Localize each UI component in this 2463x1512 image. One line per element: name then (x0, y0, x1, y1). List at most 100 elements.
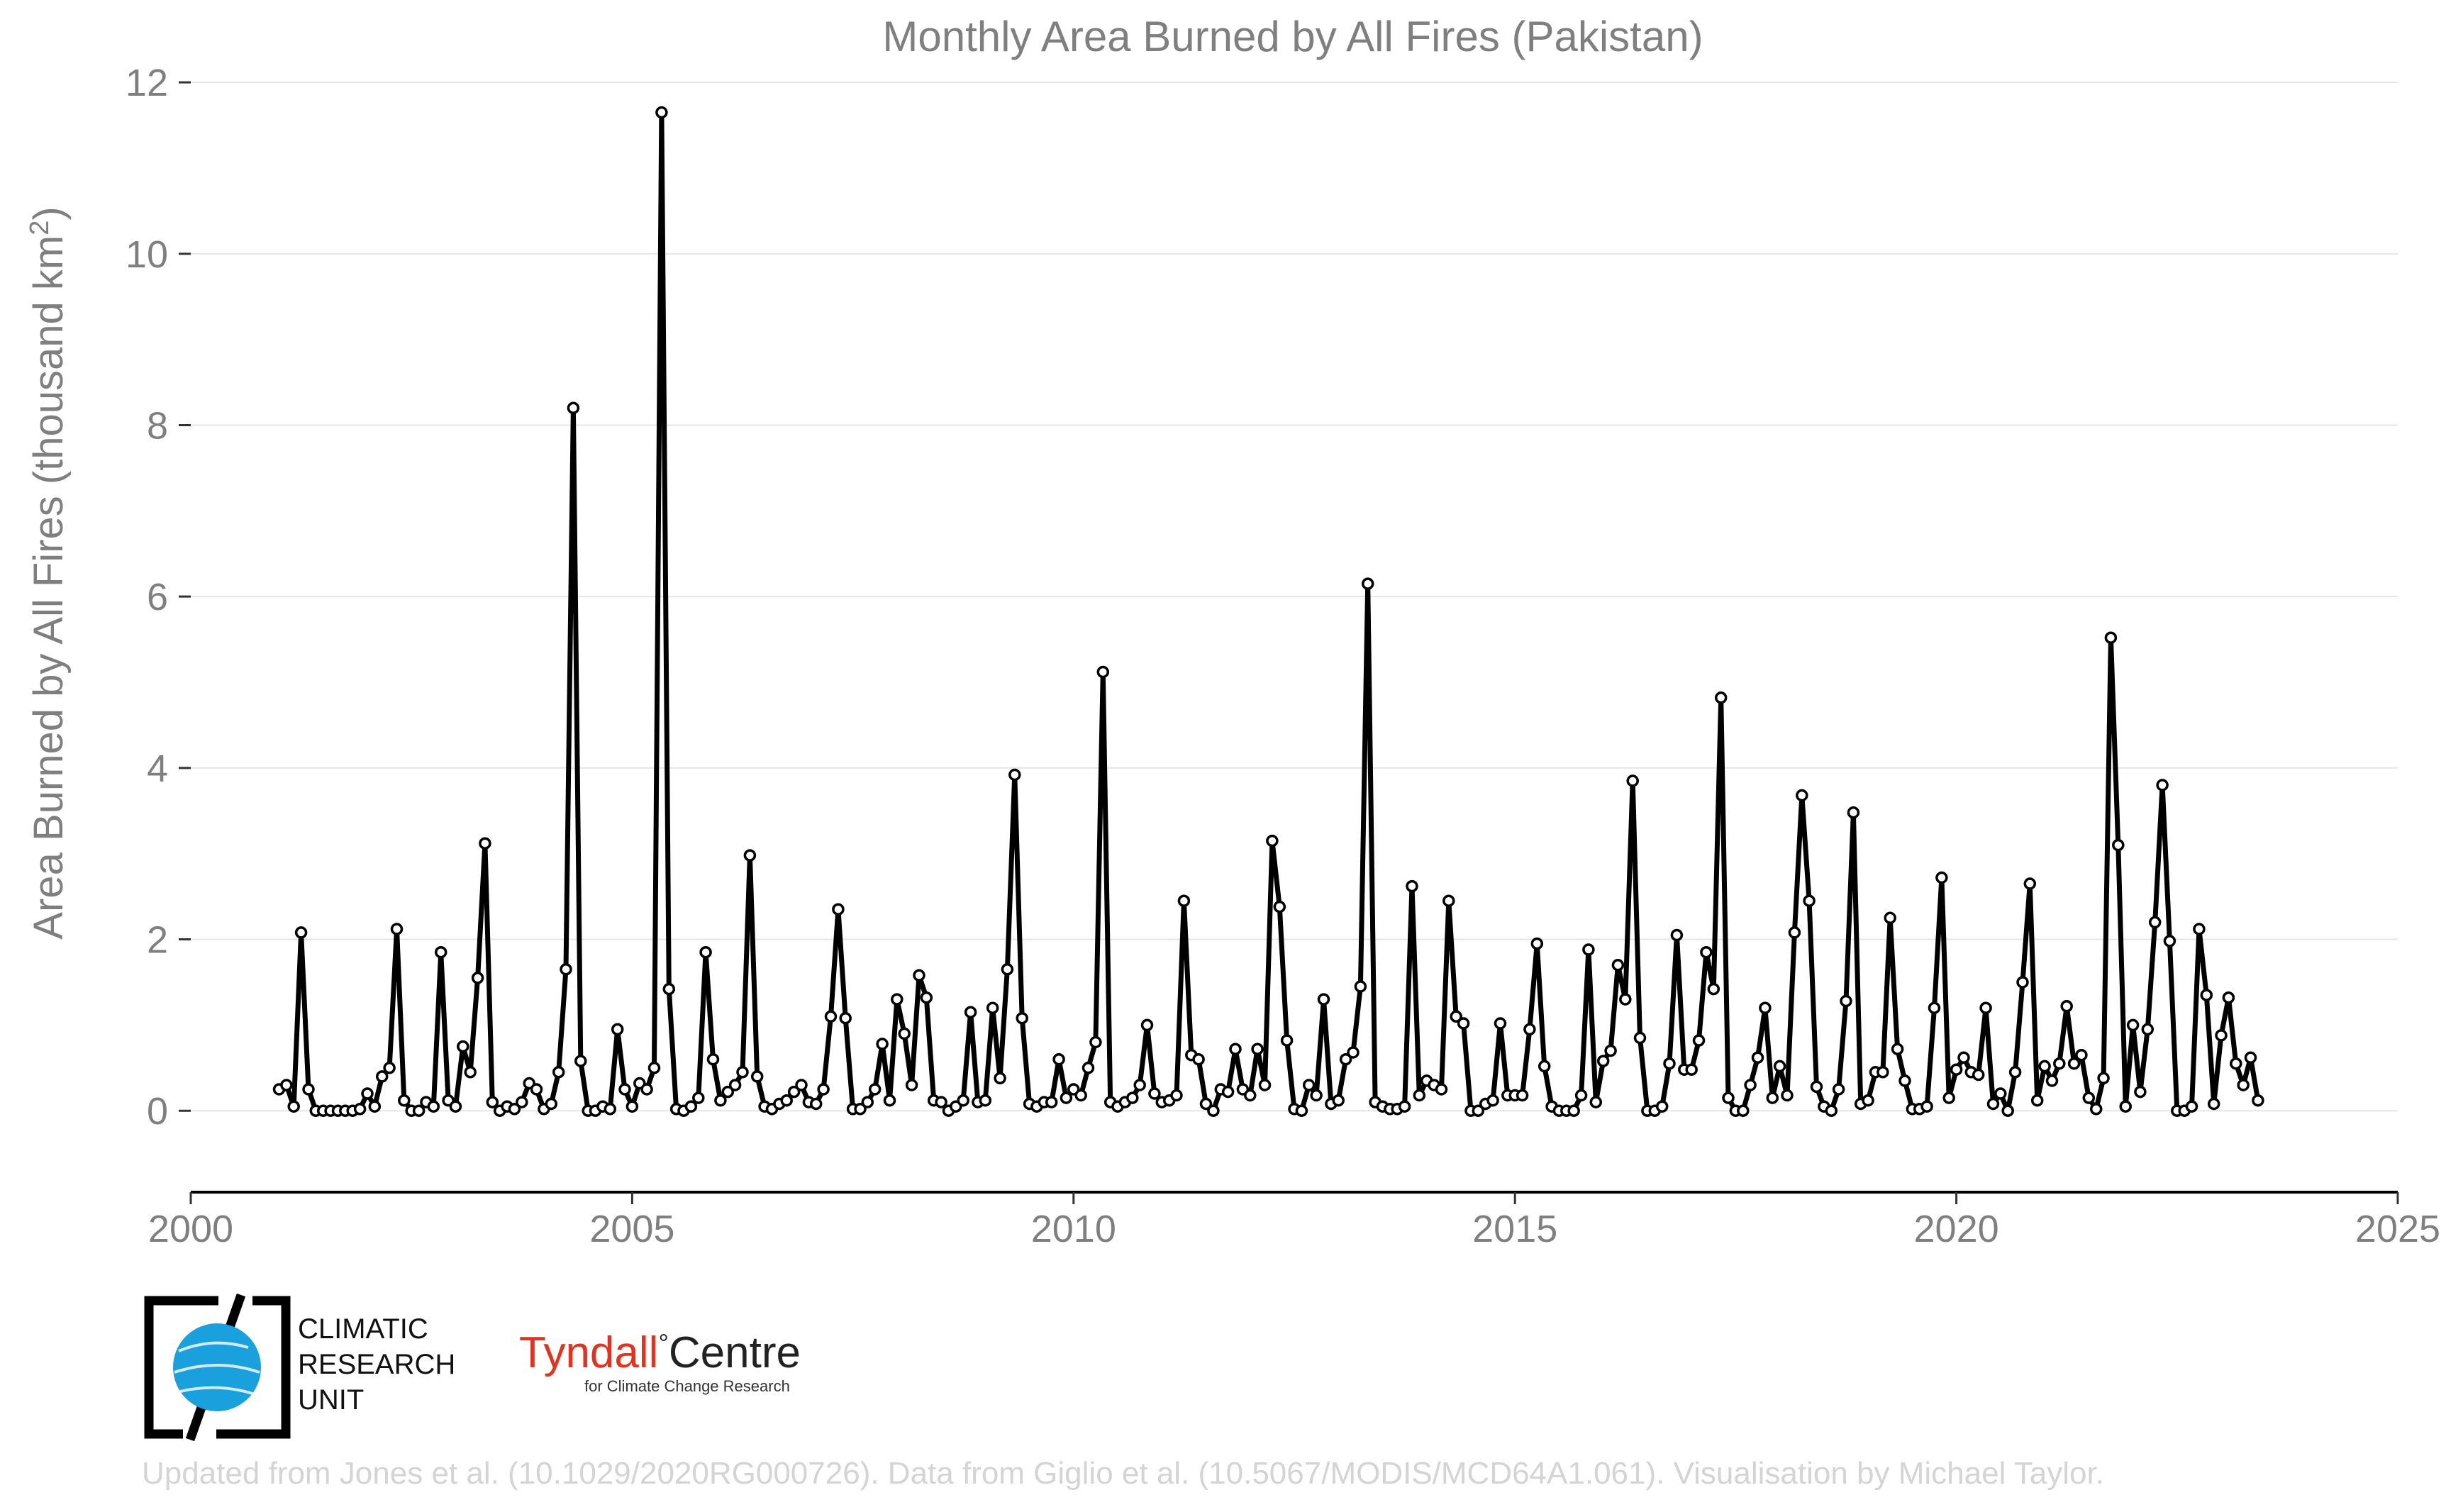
data-point-63 (736, 1066, 749, 1079)
data-point-255 (2148, 916, 2162, 929)
data-point-80 (861, 1096, 874, 1108)
cru-logo-line3: UNIT (298, 1384, 364, 1416)
data-point-75 (824, 1010, 838, 1023)
data-point-178 (1582, 943, 1595, 956)
data-point-4 (302, 1083, 315, 1096)
data-point-116 (1126, 1091, 1139, 1104)
data-point-1 (280, 1079, 293, 1091)
data-point-82 (876, 1038, 889, 1050)
data-point-193 (1692, 1034, 1706, 1047)
data-point-194 (1700, 945, 1713, 959)
y-axis-title-end: ) (26, 206, 72, 220)
data-point-226 (1935, 871, 1948, 884)
data-point-257 (2163, 935, 2176, 947)
data-point-133 (1251, 1043, 1264, 1055)
data-point-136 (1273, 900, 1286, 913)
data-point-184 (1626, 774, 1639, 787)
data-point-158 (1435, 1083, 1448, 1096)
data-point-180 (1596, 1055, 1610, 1067)
y-axis-title-text: Area Burned by All Fires (thousand km (26, 235, 72, 940)
data-point-266 (2230, 1057, 2242, 1070)
data-point-264 (2215, 1029, 2228, 1042)
x-tick-label-2015: 2015 (1472, 1208, 1557, 1250)
data-point-125 (1192, 1052, 1205, 1066)
data-point-40 (567, 401, 580, 415)
data-point-225 (1928, 1001, 1941, 1014)
data-point-189 (1663, 1057, 1676, 1070)
data-point-234 (1994, 1087, 2007, 1100)
y-tick-label-12: 12 (126, 62, 168, 104)
data-point-110 (1082, 1062, 1095, 1074)
data-point-105 (1045, 1096, 1058, 1108)
data-point-244 (2067, 1057, 2081, 1070)
data-point-185 (1633, 1031, 1647, 1045)
data-point-134 (1258, 1079, 1272, 1091)
data-point-250 (2112, 838, 2125, 852)
data-point-268 (2244, 1051, 2257, 1064)
data-point-220 (1891, 1043, 1904, 1055)
data-point-139 (1295, 1104, 1308, 1117)
data-point-50 (640, 1083, 653, 1096)
data-point-239 (2030, 1094, 2044, 1107)
data-point-153 (1398, 1100, 1411, 1113)
data-point-45 (604, 1103, 617, 1116)
data-point-123 (1177, 894, 1191, 907)
data-point-201 (1751, 1051, 1764, 1064)
data-point-85 (898, 1027, 911, 1040)
data-point-205 (1781, 1089, 1794, 1102)
data-point-29 (486, 1096, 499, 1108)
data-point-94 (964, 1006, 977, 1018)
data-point-97 (986, 1001, 999, 1014)
data-point-227 (1942, 1091, 1955, 1104)
data-point-84 (891, 993, 904, 1006)
cru-logo-bracket-right (216, 1296, 291, 1439)
data-point-232 (1979, 1001, 1992, 1014)
x-tick-label-2010: 2010 (1031, 1208, 1116, 1250)
data-point-141 (1310, 1089, 1323, 1102)
data-point-2 (287, 1100, 300, 1113)
data-point-60 (714, 1094, 727, 1107)
cru-logo-line1: CLIMATIC (298, 1313, 428, 1345)
data-point-70 (787, 1085, 801, 1099)
data-point-83 (883, 1094, 896, 1107)
tyndall-logo: Tyndall°Centre for Climate Change Resear… (519, 1328, 801, 1395)
data-point-38 (552, 1066, 565, 1079)
data-point-182 (1611, 959, 1625, 972)
data-point-236 (2008, 1066, 2022, 1079)
data-point-74 (817, 1083, 830, 1096)
y-axis-title: Area Burned by All Fires (thousand km2) (25, 206, 72, 939)
data-point-37 (545, 1097, 558, 1111)
data-point-154 (1406, 879, 1418, 893)
data-point-253 (2134, 1085, 2147, 1099)
data-point-35 (530, 1083, 543, 1096)
data-point-224 (1920, 1100, 1933, 1113)
data-point-17 (398, 1094, 411, 1107)
data-point-87 (913, 969, 925, 982)
data-point-107 (1060, 1091, 1073, 1104)
data-point-11 (353, 1103, 367, 1116)
data-point-269 (2252, 1094, 2264, 1107)
y-axis-title-superscript: 2 (25, 221, 55, 235)
data-point-33 (516, 1096, 528, 1108)
data-point-179 (1589, 1096, 1603, 1108)
data-point-169 (1516, 1089, 1529, 1102)
data-point-195 (1707, 982, 1720, 996)
data-point-176 (1567, 1104, 1580, 1117)
data-point-73 (809, 1097, 823, 1111)
data-point-119 (1148, 1087, 1161, 1100)
footer-credit: Updated from Jones et al. (10.1029/2020R… (142, 1456, 2104, 1491)
data-point-19 (412, 1104, 426, 1117)
data-point-22 (434, 945, 447, 959)
x-axis-ticks: 2000 2005 2010 2015 2020 2025 (148, 1192, 2440, 1250)
data-point-145 (1339, 1052, 1352, 1066)
x-tick-label-2020: 2020 (1914, 1208, 1999, 1250)
data-point-148 (1361, 577, 1374, 590)
data-point-231 (1972, 1068, 1985, 1082)
data-points (272, 106, 2264, 1117)
data-point-200 (1744, 1079, 1757, 1091)
data-point-160 (1450, 1010, 1462, 1023)
grid-lines (191, 82, 2398, 1112)
data-point-172 (1538, 1060, 1551, 1073)
cru-logo: CLIMATIC RESEARCH UNIT (144, 1293, 455, 1442)
x-tick-label-2025: 2025 (2355, 1208, 2440, 1250)
